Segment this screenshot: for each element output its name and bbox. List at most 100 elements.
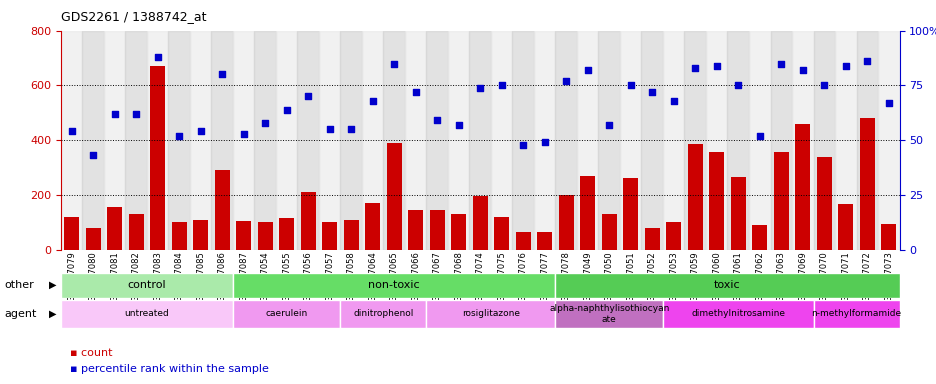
Bar bbox=[752, 225, 767, 250]
Bar bbox=[150, 66, 165, 250]
Point bbox=[171, 133, 186, 139]
Bar bbox=[812, 300, 899, 328]
Bar bbox=[812, 31, 834, 250]
Text: rosiglitazone: rosiglitazone bbox=[461, 310, 519, 318]
Text: caerulein: caerulein bbox=[265, 310, 308, 318]
Bar bbox=[257, 222, 272, 250]
Point bbox=[536, 139, 551, 146]
Bar bbox=[279, 218, 294, 250]
Bar bbox=[663, 31, 684, 250]
Bar bbox=[300, 192, 315, 250]
Text: ▪ count: ▪ count bbox=[70, 348, 112, 358]
Text: GDS2261 / 1388742_at: GDS2261 / 1388742_at bbox=[61, 10, 206, 23]
Point bbox=[279, 106, 294, 113]
Bar bbox=[361, 31, 383, 250]
Point bbox=[558, 78, 573, 84]
Bar bbox=[620, 31, 641, 250]
Text: dimethylnitrosamine: dimethylnitrosamine bbox=[691, 310, 784, 318]
Text: untreated: untreated bbox=[124, 310, 169, 318]
Bar bbox=[322, 222, 337, 250]
Bar bbox=[515, 232, 530, 250]
Bar bbox=[834, 31, 856, 250]
Bar bbox=[233, 273, 555, 298]
Bar bbox=[255, 31, 275, 250]
Point bbox=[451, 122, 466, 128]
Point bbox=[365, 98, 380, 104]
Point bbox=[408, 89, 423, 95]
Point bbox=[644, 89, 659, 95]
Bar bbox=[795, 124, 810, 250]
Point bbox=[472, 84, 487, 91]
Point bbox=[387, 61, 402, 67]
Point bbox=[838, 63, 853, 69]
Bar bbox=[536, 232, 551, 250]
Bar bbox=[641, 31, 663, 250]
Bar bbox=[404, 31, 426, 250]
Bar bbox=[769, 31, 791, 250]
Bar bbox=[555, 31, 577, 250]
Point bbox=[85, 152, 100, 159]
Bar bbox=[791, 31, 812, 250]
Point bbox=[300, 93, 315, 99]
Bar bbox=[877, 31, 899, 250]
Bar bbox=[408, 210, 423, 250]
Point bbox=[493, 83, 508, 89]
Text: ▶: ▶ bbox=[49, 280, 56, 290]
Bar bbox=[447, 31, 469, 250]
Bar bbox=[577, 31, 598, 250]
Bar bbox=[579, 176, 594, 250]
Bar bbox=[430, 210, 445, 250]
Bar bbox=[598, 31, 620, 250]
Bar bbox=[709, 152, 724, 250]
Point bbox=[665, 98, 680, 104]
Point bbox=[214, 71, 229, 78]
Point bbox=[344, 126, 358, 132]
Bar bbox=[318, 31, 340, 250]
Bar bbox=[82, 31, 104, 250]
Bar bbox=[730, 177, 745, 250]
Bar bbox=[534, 31, 555, 250]
Bar bbox=[171, 222, 186, 250]
Point bbox=[795, 67, 810, 73]
Bar bbox=[168, 31, 190, 250]
Bar bbox=[451, 214, 466, 250]
Bar bbox=[233, 31, 255, 250]
Bar bbox=[104, 31, 125, 250]
Bar bbox=[64, 217, 80, 250]
Bar bbox=[214, 170, 229, 250]
Text: n-methylformamide: n-methylformamide bbox=[811, 310, 900, 318]
Bar bbox=[684, 31, 705, 250]
Bar bbox=[663, 300, 812, 328]
Bar bbox=[816, 157, 831, 250]
Bar bbox=[340, 300, 426, 328]
Bar bbox=[426, 300, 555, 328]
Bar bbox=[472, 196, 488, 250]
Text: dinitrophenol: dinitrophenol bbox=[353, 310, 413, 318]
Point bbox=[709, 63, 724, 69]
Bar bbox=[687, 144, 702, 250]
Bar bbox=[297, 31, 318, 250]
Bar bbox=[85, 228, 100, 250]
Bar bbox=[365, 203, 380, 250]
Bar bbox=[555, 273, 899, 298]
Text: non-toxic: non-toxic bbox=[368, 280, 419, 290]
Bar bbox=[147, 31, 168, 250]
Bar bbox=[601, 214, 616, 250]
Bar bbox=[190, 31, 212, 250]
Bar bbox=[644, 228, 659, 250]
Bar bbox=[61, 31, 82, 250]
Text: alpha-naphthylisothiocyan
ate: alpha-naphthylisothiocyan ate bbox=[548, 304, 668, 324]
Text: ▪ percentile rank within the sample: ▪ percentile rank within the sample bbox=[70, 364, 269, 374]
Point bbox=[430, 118, 445, 124]
Bar bbox=[490, 31, 512, 250]
Bar bbox=[107, 207, 122, 250]
Point bbox=[128, 111, 143, 117]
Bar bbox=[383, 31, 404, 250]
Bar bbox=[61, 273, 233, 298]
Point bbox=[107, 111, 122, 117]
Point bbox=[257, 119, 272, 126]
Bar bbox=[469, 31, 490, 250]
Point bbox=[687, 65, 702, 71]
Bar bbox=[236, 221, 251, 250]
Text: other: other bbox=[5, 280, 35, 290]
